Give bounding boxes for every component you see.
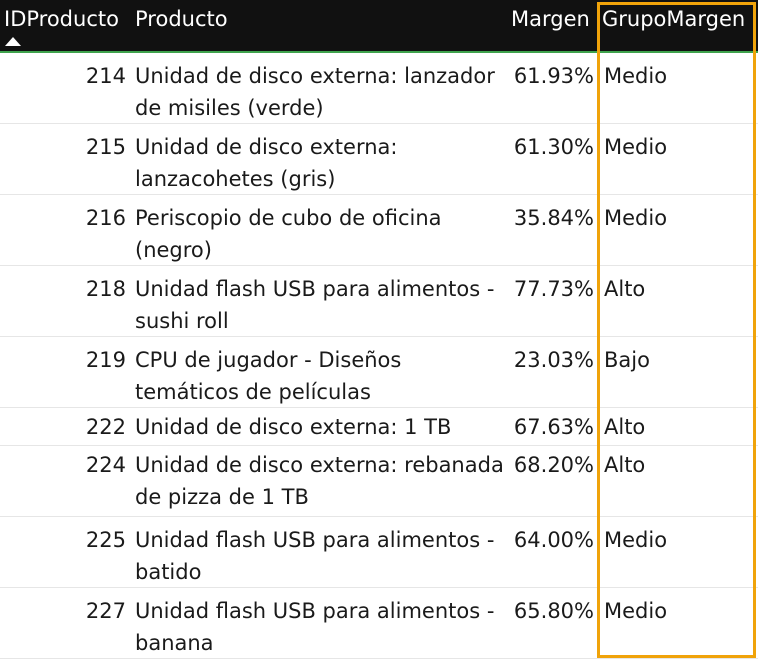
table-row[interactable]: 224 Unidad de disco externa: rebanada de… [0, 446, 758, 517]
cell-producto: Unidad de disco externa: rebanada de piz… [135, 453, 504, 509]
cell-grupomargen: Alto [604, 277, 646, 301]
cell-producto: Unidad flash USB para alimentos - batido [135, 528, 495, 584]
column-header-producto[interactable]: Producto [135, 7, 228, 31]
cell-producto: Unidad de disco externa: lanzacohetes (g… [135, 135, 398, 191]
cell-idproducto: 227 [85, 599, 126, 623]
table-row[interactable]: 225 Unidad flash USB para alimentos - ba… [0, 517, 758, 588]
table-row[interactable]: 216 Periscopio de cubo de oficina (negro… [0, 195, 758, 266]
table-row[interactable]: 215 Unidad de disco externa: lanzacohete… [0, 124, 758, 195]
cell-margen: 61.93% [513, 64, 594, 88]
cell-margen: 61.30% [513, 135, 594, 159]
cell-idproducto: 222 [85, 415, 126, 439]
cell-producto: CPU de jugador - Diseños temáticos de pe… [135, 348, 402, 404]
cell-grupomargen: Alto [604, 415, 646, 439]
cell-idproducto: 214 [85, 64, 126, 88]
sort-ascending-icon[interactable] [5, 37, 21, 46]
cell-producto: Unidad de disco externa: 1 TB [135, 415, 452, 439]
cell-grupomargen: Medio [604, 206, 668, 230]
cell-grupomargen: Medio [604, 528, 668, 552]
cell-margen: 67.63% [513, 415, 594, 439]
cell-producto: Unidad flash USB para alimentos - sushi … [135, 277, 495, 333]
table-header: IDProducto Producto Margen GrupoMargen [0, 0, 758, 53]
column-header-margen[interactable]: Margen [511, 7, 590, 31]
cell-margen: 68.20% [513, 453, 594, 477]
cell-idproducto: 215 [85, 135, 126, 159]
cell-grupomargen: Medio [604, 135, 668, 159]
table-row[interactable]: 219 CPU de jugador - Diseños temáticos d… [0, 337, 758, 408]
cell-idproducto: 219 [85, 348, 126, 372]
cell-grupomargen: Bajo [604, 348, 650, 372]
cell-grupomargen: Medio [604, 599, 668, 623]
cell-idproducto: 224 [85, 453, 126, 477]
cell-margen: 77.73% [513, 277, 594, 301]
cell-margen: 65.80% [513, 599, 594, 623]
cell-margen: 64.00% [513, 528, 594, 552]
cell-producto: Unidad flash USB para alimentos - banana [135, 599, 495, 655]
table-row[interactable]: 227 Unidad flash USB para alimentos - ba… [0, 588, 758, 659]
table-row[interactable]: 222 Unidad de disco externa: 1 TB 67.63%… [0, 408, 758, 446]
cell-idproducto: 225 [85, 528, 126, 552]
column-header-grupomargen[interactable]: GrupoMargen [602, 7, 746, 31]
cell-margen: 35.84% [513, 206, 594, 230]
table-row[interactable]: 214 Unidad de disco externa: lanzador de… [0, 53, 758, 124]
column-header-idproducto[interactable]: IDProducto [4, 7, 119, 31]
cell-margen: 23.03% [513, 348, 594, 372]
cell-grupomargen: Medio [604, 64, 668, 88]
cell-idproducto: 216 [85, 206, 126, 230]
table-row[interactable]: 218 Unidad flash USB para alimentos - su… [0, 266, 758, 337]
cell-producto: Unidad de disco externa: lanzador de mis… [135, 64, 495, 120]
cell-grupomargen: Alto [604, 453, 646, 477]
cell-idproducto: 218 [85, 277, 126, 301]
cell-producto: Periscopio de cubo de oficina (negro) [135, 206, 442, 262]
